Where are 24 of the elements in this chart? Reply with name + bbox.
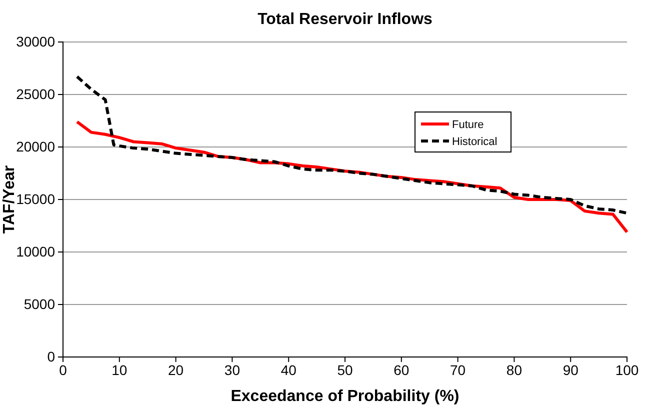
y-tick-label: 15000 (16, 190, 56, 207)
x-tick-label: 100 (615, 362, 639, 378)
x-tick-label: 40 (280, 362, 297, 378)
line-series (76, 75, 628, 215)
x-tick-label: 70 (450, 362, 466, 378)
y-tick-label: 5000 (24, 296, 56, 312)
x-tick-label: 10 (112, 362, 128, 378)
x-axis-title: Exceedance of Probability (%) (230, 388, 460, 405)
y-tick-label: 0 (47, 348, 56, 364)
chart-title: Total Reservoir Inflows (258, 11, 433, 28)
x-tick-label: 20 (168, 362, 184, 378)
x-tick-label: 30 (224, 362, 240, 378)
y-axis-title: TAF/Year (1, 165, 18, 234)
legend-label: Future (452, 119, 484, 131)
x-tick-label: 50 (337, 362, 353, 378)
y-tick-label: 30000 (16, 33, 56, 50)
x-tick-label: 60 (394, 362, 410, 378)
y-tick-label: 25000 (16, 86, 56, 102)
y-tick-label: 10000 (16, 243, 56, 260)
x-tick-label: 80 (506, 362, 522, 378)
y-tick-label: 20000 (16, 138, 56, 154)
x-tick-label: 90 (562, 362, 579, 378)
x-tick-label: 0 (59, 362, 68, 378)
legend-label: Historical (452, 136, 498, 148)
